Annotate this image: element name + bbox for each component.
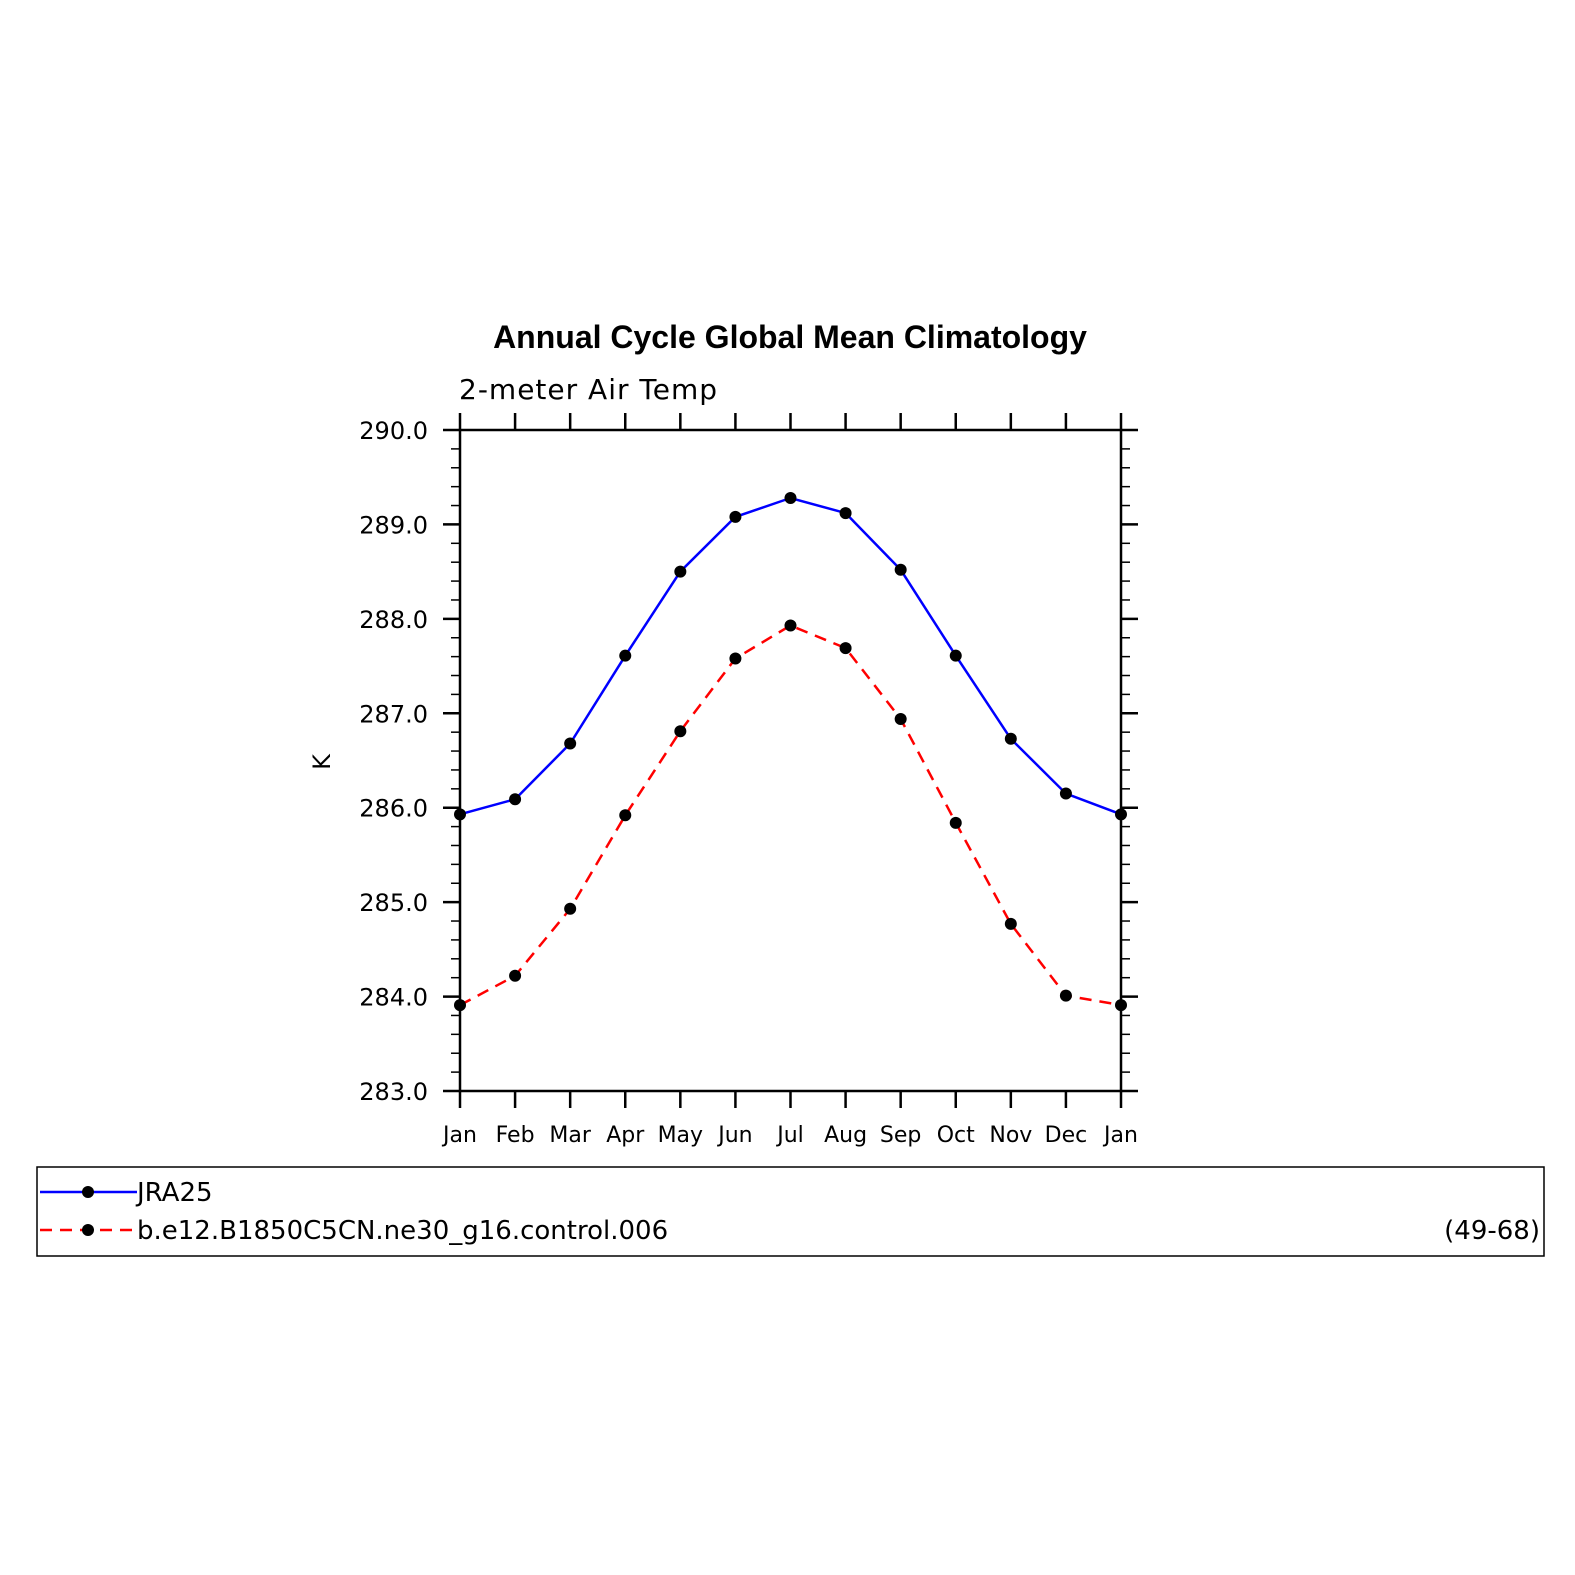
axis-ticks (443, 413, 1138, 1108)
series-0-point (509, 793, 522, 806)
y-tick-label: 287.0 (359, 700, 428, 728)
series-line-0 (459, 496, 1122, 816)
series-0-point (1059, 787, 1072, 800)
series-0-point (1115, 808, 1127, 821)
y-tick-label: 288.0 (359, 606, 428, 634)
y-tick-label: 285.0 (359, 889, 428, 917)
x-tick-label: Feb (496, 1123, 535, 1148)
series-0-point (674, 565, 687, 578)
y-tick-label: 290.0 (359, 417, 428, 445)
series-1-point (509, 969, 522, 982)
x-tick-label: Nov (989, 1123, 1032, 1148)
x-tick-label: Jul (775, 1123, 804, 1148)
series-1-point (784, 619, 797, 632)
y-tick-label: 286.0 (359, 795, 428, 823)
x-tick-label: Apr (606, 1123, 645, 1148)
legend-box (36, 1166, 1545, 1257)
x-tick-label: Aug (824, 1123, 867, 1148)
legend-marker-model (82, 1224, 94, 1236)
y-axis-label: K (308, 753, 336, 770)
y-tick-labels: 283.0 284.0 285.0 286.0 287.0 288.0 289.0 290.0 (359, 417, 428, 1106)
legend-label-jra25: JRA25 (135, 1178, 213, 1208)
series-1-point (949, 816, 962, 829)
series-1-point (564, 902, 577, 915)
x-tick-label: Jan (441, 1123, 477, 1148)
y-tick-label: 283.0 (359, 1078, 428, 1106)
series-0-point (729, 510, 742, 523)
plot-border (458, 428, 1123, 1093)
plot-area (458, 428, 1123, 1093)
legend-marker-jra25 (82, 1186, 94, 1198)
y-tick-label: 284.0 (359, 984, 428, 1012)
series-0-point (619, 649, 632, 662)
legend-label-model: b.e12.B1850C5CN.ne30_g16.control.006 (137, 1216, 668, 1246)
series-0-point (454, 808, 466, 821)
chart-title: Annual Cycle Global Mean Climatology (493, 319, 1087, 355)
x-tick-label: Mar (549, 1123, 591, 1148)
y-tick-label: 289.0 (359, 511, 428, 539)
series-1-point (729, 652, 742, 665)
series-0-point (839, 507, 852, 520)
series-1-point (619, 809, 632, 822)
series-0-point (894, 563, 907, 576)
series-1-point (1059, 989, 1072, 1002)
series-0-point (1004, 732, 1017, 745)
series-line-1 (459, 624, 1122, 1007)
x-tick-label: Jun (716, 1123, 752, 1148)
series-layer (454, 491, 1127, 1012)
series-1-point (894, 712, 907, 725)
legend-note: (49-68) (1444, 1216, 1540, 1246)
series-1-point (839, 642, 852, 655)
x-tick-label: Jan (1102, 1123, 1138, 1148)
series-0-point (784, 491, 797, 504)
chart-subtitle: 2-meter Air Temp (459, 373, 718, 406)
series-1-point (674, 725, 687, 738)
x-tick-label: Dec (1045, 1123, 1088, 1148)
series-1-point (1004, 917, 1017, 930)
x-tick-labels: Jan Feb Mar Apr May Jun Jul Aug Sep Oct Nov Dec Jan (441, 1123, 1138, 1148)
x-tick-label: Sep (880, 1123, 921, 1148)
series-0-point (949, 649, 962, 662)
series-1-point (1115, 999, 1127, 1012)
legend: JRA25 b.e12.B1850C5CN.ne30_g16.control.0… (36, 1166, 1545, 1257)
series-1-point (454, 999, 466, 1012)
x-tick-label: Oct (937, 1123, 975, 1148)
x-tick-label: May (658, 1123, 703, 1148)
series-0-point (564, 737, 577, 750)
